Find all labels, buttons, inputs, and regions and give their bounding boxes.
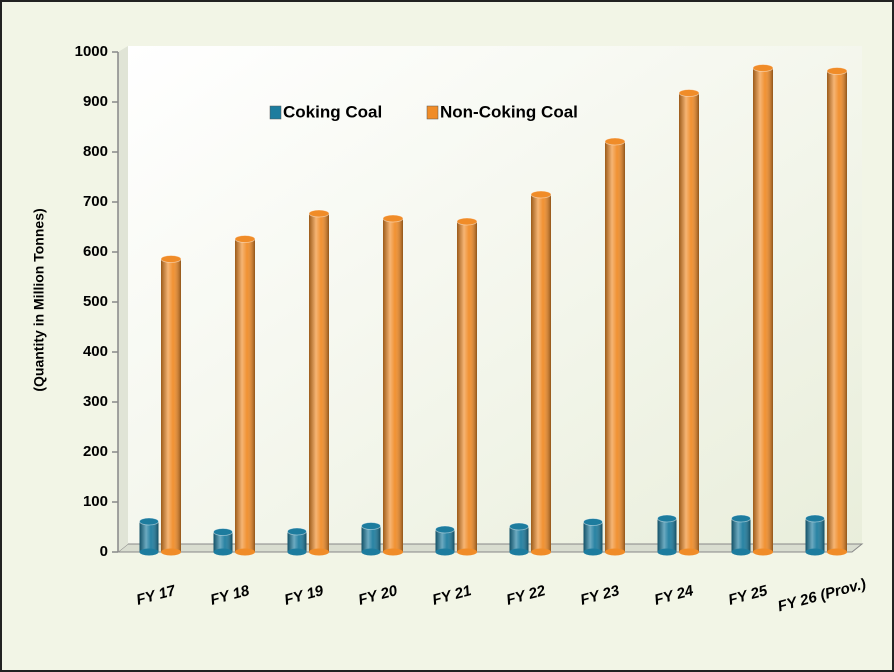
bar-shade <box>753 68 773 552</box>
bar-base <box>309 548 329 556</box>
bar-shade <box>605 141 625 552</box>
bar-base <box>657 548 677 556</box>
y-tick-label: 600 <box>83 243 108 260</box>
bar-base <box>383 548 403 556</box>
y-tick-label: 0 <box>100 543 108 560</box>
bar-shade <box>827 71 847 552</box>
bar <box>678 89 700 556</box>
bar-shade <box>235 239 255 552</box>
bar-base <box>679 548 699 556</box>
bar-shade <box>435 529 455 552</box>
bar-base <box>509 548 529 556</box>
bar <box>382 214 404 556</box>
y-tick-label: 900 <box>83 93 108 110</box>
bar-shade <box>309 213 329 552</box>
bar-top <box>160 255 182 263</box>
side-wall <box>118 46 128 552</box>
bar-base <box>139 548 159 556</box>
bar-base <box>605 548 625 556</box>
bar <box>308 209 330 556</box>
bar <box>234 235 256 556</box>
bar <box>361 522 381 556</box>
bar-top <box>361 522 381 530</box>
bar-shade <box>583 522 603 552</box>
bar-top <box>530 190 552 199</box>
bar <box>160 255 182 556</box>
bar <box>805 514 825 556</box>
bar-base <box>361 548 381 556</box>
bar-shade <box>531 194 551 552</box>
bar-top <box>509 522 529 531</box>
bar-shade <box>139 521 159 552</box>
bar-top <box>456 217 478 226</box>
bar-top <box>604 137 626 146</box>
bar-top <box>731 514 751 523</box>
bar <box>456 217 478 556</box>
legend-label: Coking Coal <box>283 102 382 121</box>
bar <box>435 525 455 556</box>
bar <box>213 528 233 556</box>
bar-base <box>235 548 255 556</box>
bar-top <box>657 514 677 523</box>
bar-shade <box>383 218 403 552</box>
bar-base <box>731 548 751 556</box>
bar-top <box>678 89 700 97</box>
bar-base <box>753 548 773 556</box>
bar <box>752 64 774 556</box>
bar-shade <box>213 532 233 552</box>
bar <box>657 514 677 556</box>
bar-shade <box>287 531 307 552</box>
bar-shade <box>805 518 825 552</box>
bar-base <box>287 548 307 556</box>
bar-base <box>161 548 181 556</box>
bar <box>731 514 751 556</box>
y-tick-label: 800 <box>83 143 108 160</box>
bar <box>826 67 848 556</box>
bar-top <box>139 517 159 526</box>
legend-label: Non-Coking Coal <box>440 102 578 121</box>
bar-base <box>827 548 847 556</box>
bar-top <box>805 514 825 523</box>
bar-top <box>287 527 307 536</box>
bar-top <box>382 214 404 223</box>
legend-swatch <box>269 105 282 120</box>
bar <box>604 137 626 556</box>
bar-base <box>531 548 551 556</box>
bar-top <box>213 528 233 536</box>
y-tick-label: 200 <box>83 443 108 460</box>
bar-shade <box>361 526 381 552</box>
bar-shade <box>679 93 699 552</box>
bar-top <box>826 67 848 75</box>
bar-shade <box>509 526 529 552</box>
bar-base <box>457 548 477 556</box>
bar-base <box>583 548 603 556</box>
legend-swatch <box>426 105 439 120</box>
bar <box>287 527 307 556</box>
y-tick-label: 400 <box>83 343 108 360</box>
bar <box>509 522 529 556</box>
bar <box>530 190 552 556</box>
bar-top <box>435 525 455 534</box>
bar-top <box>234 235 256 243</box>
bar-shade <box>657 518 677 552</box>
bar-base <box>213 548 233 556</box>
y-tick-label: 1000 <box>75 43 108 60</box>
bar <box>139 517 159 556</box>
bar-base <box>805 548 825 556</box>
y-tick-label: 700 <box>83 193 108 210</box>
bar <box>583 518 603 556</box>
y-tick-label: 300 <box>83 393 108 410</box>
bar-base <box>435 548 455 556</box>
y-tick-label: 500 <box>83 293 108 310</box>
y-tick-label: 100 <box>83 493 108 510</box>
bar-shade <box>161 259 181 552</box>
y-axis-label: (Quantity in Million Tonnes) <box>31 208 47 391</box>
bar-top <box>308 209 330 218</box>
bar-top <box>583 518 603 526</box>
bar-top <box>752 64 774 72</box>
bar-shade <box>731 518 751 552</box>
bar-shade <box>457 221 477 552</box>
